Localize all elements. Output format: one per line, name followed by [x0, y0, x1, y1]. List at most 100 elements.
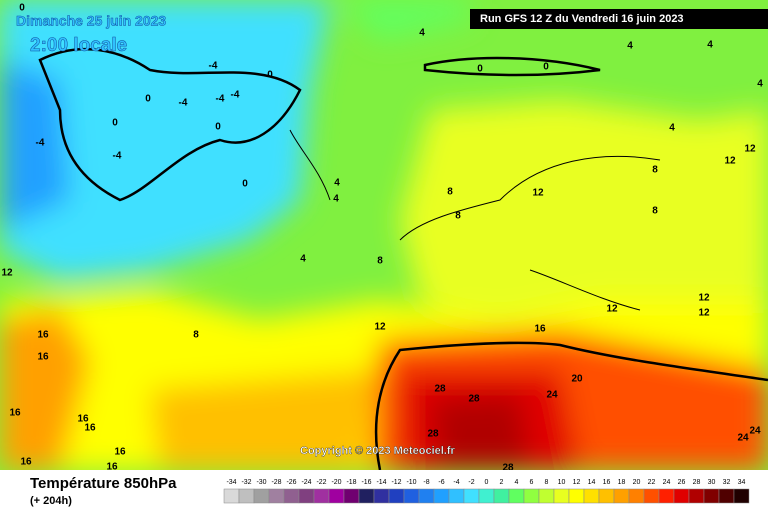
colorbar-label: -6: [438, 479, 444, 486]
contour-label: -4: [231, 90, 240, 101]
colorbar-label: -34: [226, 479, 236, 486]
footer-subtitle: (+ 204h): [30, 495, 72, 507]
colorbar-swatch: [343, 488, 360, 504]
contour-label: -4: [209, 61, 218, 72]
colorbar-swatch: [358, 488, 375, 504]
contour-label: 4: [419, 28, 425, 39]
contour-label: 12: [698, 293, 710, 304]
colorbar-swatch: [448, 488, 465, 504]
colorbar-swatch: [418, 488, 435, 504]
colorbar-swatch: [238, 488, 255, 504]
colorbar-swatch: [523, 488, 540, 504]
contour-label: -4: [36, 138, 45, 149]
contour-label: 24: [546, 390, 558, 401]
contour-label: -4: [113, 151, 122, 162]
map-time: 2:00 locale: [30, 35, 127, 56]
contour-label: 28: [434, 384, 446, 395]
colorbar-swatch: [373, 488, 390, 504]
copyright: Copyright © 2023 Meteociel.fr: [300, 445, 456, 457]
contour-label: 8: [193, 330, 199, 341]
colorbar-swatch: [703, 488, 720, 504]
colorbar-label: 2: [500, 479, 504, 486]
contour-label: 16: [37, 352, 49, 363]
contour-label: 4: [669, 123, 675, 134]
colorbar-swatch: [553, 488, 570, 504]
colorbar-label: -2: [468, 479, 474, 486]
contour-label: 28: [468, 394, 480, 405]
contour-label: 12: [744, 144, 756, 155]
contour-label: 4: [707, 40, 713, 51]
colorbar-swatch: [388, 488, 405, 504]
contour-label: 8: [652, 165, 658, 176]
colorbar-swatch: [733, 488, 750, 504]
contour-label: 0: [19, 3, 25, 14]
colorbar-swatch: [598, 488, 615, 504]
contour-label: 12: [724, 156, 736, 167]
colorbar-label: 20: [633, 479, 641, 486]
contour-label: 0: [543, 62, 549, 73]
colorbar-swatch: [568, 488, 585, 504]
map-title: Dimanche 25 juin 2023: [16, 13, 166, 29]
contour-label: 16: [84, 423, 96, 434]
contour-label: 20: [571, 374, 583, 385]
contour-label: 8: [447, 187, 453, 198]
contour-label: 8: [455, 211, 461, 222]
contour-label: 12: [532, 188, 544, 199]
contour-label: 16: [77, 414, 89, 425]
colorbar-label: 12: [573, 479, 581, 486]
contour-label: 8: [377, 256, 383, 267]
colorbar-label: -24: [301, 479, 311, 486]
colorbar-label: -32: [241, 479, 251, 486]
colorbar-swatch: [283, 488, 300, 504]
contour-label: 28: [502, 463, 514, 474]
colorbar-label: 30: [708, 479, 716, 486]
colorbar-swatch: [718, 488, 735, 504]
colorbar-label: 32: [723, 479, 731, 486]
colorbar-label: 28: [693, 479, 701, 486]
contour-label: 0: [477, 64, 483, 75]
colorbar-swatch: [493, 488, 510, 504]
contour-label: -4: [179, 98, 188, 109]
contour-label: 4: [333, 194, 339, 205]
run-banner: [470, 9, 768, 29]
colorbar-label: -22: [316, 479, 326, 486]
colorbar-label: -14: [376, 479, 386, 486]
colorbar-label: -8: [423, 479, 429, 486]
colorbar-swatch: [313, 488, 330, 504]
colorbar-label: -30: [256, 479, 266, 486]
contour-label: 12: [1, 268, 13, 279]
contour-label: 4: [757, 79, 763, 90]
colorbar-swatch: [628, 488, 645, 504]
colorbar-swatch: [538, 488, 555, 504]
colorbar-swatch: [463, 488, 480, 504]
contour-label: 0: [145, 94, 151, 105]
contour-label: 16: [534, 324, 546, 335]
colorbar-label: 0: [485, 479, 489, 486]
temperature-field: [0, 0, 768, 470]
contour-label: 16: [106, 462, 118, 473]
footer-title: Température 850hPa: [30, 475, 177, 492]
colorbar-label: 18: [618, 479, 626, 486]
contour-label: 12: [698, 308, 710, 319]
colorbar-label: 6: [530, 479, 534, 486]
colorbar-label: -20: [331, 479, 341, 486]
colorbar-label: -18: [346, 479, 356, 486]
contour-label: 12: [374, 322, 386, 333]
colorbar-swatch: [328, 488, 345, 504]
contour-label: 16: [37, 330, 49, 341]
contour-label: 0: [112, 118, 118, 129]
colorbar-label: 14: [588, 479, 596, 486]
colorbar-label: -12: [391, 479, 401, 486]
contour-label: -4: [216, 94, 225, 105]
contour-label: 16: [114, 447, 126, 458]
colorbar-label: 22: [648, 479, 656, 486]
contour-label: 0: [242, 179, 248, 190]
contour-label: 4: [300, 254, 306, 265]
contour-label: 0: [215, 122, 221, 133]
contour-label: 12: [606, 304, 618, 315]
colorbar-swatch: [508, 488, 525, 504]
colorbar-label: 16: [603, 479, 611, 486]
colorbar-label: -26: [286, 479, 296, 486]
contour-labels: 0 -4 0 0 -4 -4 -4 0 0 -4 -4 0 4 0 0 4 4 4 4 4 4 4 8 8 12 8 12 12 8 8 1…: [1, 3, 763, 474]
